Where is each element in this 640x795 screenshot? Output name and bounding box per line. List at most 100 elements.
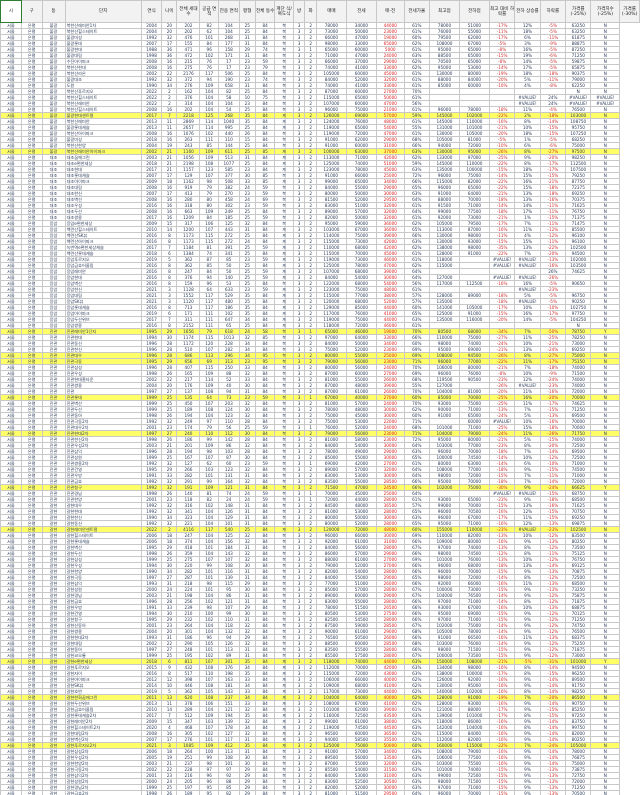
column-header[interactable]: 시 bbox=[0, 0, 22, 23]
table-cell[interactable]: -13% bbox=[539, 790, 567, 795]
table-cell[interactable]: 2 bbox=[304, 790, 317, 795]
column-header[interactable]: 매-전 bbox=[375, 0, 405, 23]
table-cell[interactable]: #VALUE! bbox=[565, 100, 592, 107]
table-cell[interactable]: 서울 bbox=[0, 790, 22, 795]
column-header[interactable]: 화 bbox=[304, 0, 317, 23]
table-cell[interactable]: 9% bbox=[514, 790, 541, 795]
table-cell[interactable]: #VALUE! bbox=[565, 94, 592, 101]
table-cell[interactable]: 189 bbox=[176, 790, 201, 795]
table-row: 서울 은평 갈현 갈현e편한세상 2018 6 811 107 301 35 84 계 3 2 118000… bbox=[0, 658, 640, 665]
table-row: 서울 은평 응암 응암두산위브 2017 7 311 111 647 34 84 계 3 2 119000 7… bbox=[0, 316, 640, 323]
table-row: 서울 은평 갈현 갈현호반 2019 5 362 105 143 33 84 계 3 2 117000 730… bbox=[0, 688, 640, 695]
column-header[interactable]: 전세 bbox=[345, 0, 377, 23]
table-row: 서울 은평 갈현 갈현벽산2차 2007 17 276 101 117 31 84 계 3 2 94000 5… bbox=[0, 736, 640, 743]
table-row: 서울 은평 갈현 갈현금호 1996 28 256 102 121 31 84 복 3 2 83000 550… bbox=[0, 598, 640, 605]
table-cell[interactable]: 84 bbox=[254, 790, 276, 795]
table-cell[interactable]: #VALUE! bbox=[514, 100, 541, 107]
table-cell[interactable]: #VALUE! bbox=[488, 490, 516, 497]
table-cell[interactable]: #VALUE! bbox=[514, 286, 541, 293]
table-cell[interactable]: -15% bbox=[488, 790, 516, 795]
column-header[interactable]: 최고점 bbox=[428, 0, 460, 23]
table-row: 서울 은평 대조 대조현대 2017 21 1157 123 585 23 84 계 3 2 123000 7… bbox=[0, 166, 640, 173]
table-row: 서울 은평 불광 불광롯데 2007 17 155 84 177 31 84 복 3 2 98000 3300… bbox=[0, 40, 640, 47]
table-cell[interactable]: #VALUE! bbox=[514, 262, 541, 269]
column-header[interactable]: 가격률 (-30%) bbox=[619, 0, 640, 23]
table-cell[interactable]: 81000 bbox=[315, 790, 347, 795]
table-row: 서울 은평 대조 대조쌍용 2017 16 1209 84 185 25 59 복 3 2 82000 500… bbox=[0, 214, 640, 221]
table-cell[interactable]: 96000 bbox=[428, 790, 460, 795]
table-row: 서울 은평 응암 응암쌍용 2016 8 2152 111 65 25 84 계 3 2 118000 720… bbox=[0, 322, 640, 329]
column-header[interactable]: 전하 상승률 bbox=[514, 0, 541, 23]
column-header[interactable]: 동 bbox=[41, 0, 66, 23]
table-row: 서울 은평 진관 진관동아 1998 26 194 104 123 32 84 복 3 2 75000 450… bbox=[0, 412, 640, 419]
table-row: 서울 은평 응암 백련산힐스테이트 2010 14 1200 107 443 31 84 계 3 2 103… bbox=[0, 226, 640, 233]
table-row: 서울 은평 진관 진관쌍용 2004 20 176 109 40 30 84 복 3 2 87000 4800… bbox=[0, 382, 640, 389]
table-cell[interactable]: 1998 bbox=[140, 790, 163, 795]
column-header[interactable]: 최고 대비 하락률 bbox=[488, 0, 516, 23]
column-header[interactable]: 하락률 bbox=[539, 0, 567, 23]
table-row: 서울 은평 대조 대조우성 2016 16 318 80 302 23 59 복 3 2 83000 5100… bbox=[0, 202, 640, 209]
table-cell[interactable]: 70500 bbox=[565, 790, 592, 795]
table-row: 서울 은평 갈현 갈현금호2차 1998 26 189 95 82 29 84 복 3 2 81000 515… bbox=[0, 790, 640, 795]
table-cell[interactable]: #VALUE! bbox=[514, 298, 541, 305]
table-cell[interactable]: 3 bbox=[292, 790, 306, 795]
table-cell[interactable]: #VALUE! bbox=[514, 490, 541, 497]
table-row: 서울 은평 갈현 갈현롯데캐슬2차 2017 7 512 109 194 35 84 계 3 2 11600… bbox=[0, 712, 640, 719]
table-cell[interactable]: 26 bbox=[161, 790, 178, 795]
column-header[interactable]: 평형 bbox=[238, 0, 256, 23]
column-header[interactable]: 구 bbox=[20, 0, 43, 23]
table-cell[interactable]: 복 bbox=[274, 790, 294, 795]
table-cell[interactable]: #VALUE! bbox=[488, 418, 516, 425]
table-cell[interactable]: #VALUE! bbox=[514, 256, 541, 263]
table-row: 서울 은평 대조 대조대림 2008 16 919 79 382 24 59 복 3 2 84000 5500… bbox=[0, 184, 640, 191]
table-cell[interactable]: 갈현 bbox=[41, 790, 66, 795]
column-header[interactable]: 단지 bbox=[64, 0, 142, 23]
column-header[interactable]: 연식 bbox=[140, 0, 163, 23]
table-cell[interactable]: 82 bbox=[217, 790, 240, 795]
column-header[interactable]: 전체 동수 bbox=[254, 0, 276, 23]
table-row: 서울 은평 진관 진관현대홈타운 2002 22 217 114 52 33 84 복 3 2 81000 5… bbox=[0, 376, 640, 383]
table-cell[interactable]: #VALUE! bbox=[514, 382, 541, 389]
table-row: 서울 은평 불광 북한산래미안 2022 2 314 104 104 23 84 복 3 2 107000 6… bbox=[0, 100, 640, 107]
table-cell[interactable]: 95 bbox=[199, 790, 219, 795]
table-row: 서울 은평 갈현 갈현경남2차 1999 25 197 95 85 29 84 복 3 2 82000 520… bbox=[0, 784, 640, 791]
table-cell[interactable]: 갈현금호2차 bbox=[64, 790, 142, 795]
table-row: 서울 은평 갈현 갈현대우 1992 32 316 102 148 31 84 복 3 2 84500 480… bbox=[0, 502, 640, 509]
column-header[interactable]: 계단 식/복도식 bbox=[274, 0, 294, 23]
table-cell[interactable]: #VALUE! bbox=[488, 262, 516, 269]
table-row: 서울 은평 응암 응암아이파크 2019 6 171 111 102 35 84 계 3 2 117000 7… bbox=[0, 310, 640, 317]
table-cell[interactable]: 70000 bbox=[458, 790, 490, 795]
table-cell[interactable]: 은평 bbox=[20, 790, 43, 795]
table-cell[interactable]: 64% bbox=[403, 790, 430, 795]
table-cell[interactable]: 51500 bbox=[345, 790, 377, 795]
table-row: 서울 은평 불광 불광현대센트럴 2017 7 2218 125 268 35 84 계 3 2 12600… bbox=[0, 112, 640, 119]
table-cell[interactable]: N bbox=[590, 790, 621, 795]
column-header[interactable]: 공급 면적 bbox=[199, 0, 219, 23]
table-row: 서울 은평 진관 진관우방 1991 33 282 101 131 31 84 복 3 2 83000 530… bbox=[0, 472, 640, 479]
column-header[interactable]: 매매 bbox=[315, 0, 347, 23]
table-row: 서울 은평 응암 응암현대 2016 8 376 94 140 25 59 계 3 2 84000 54000… bbox=[0, 274, 640, 281]
table-cell[interactable]: #VALUE! bbox=[514, 274, 541, 281]
column-header[interactable]: 전용 면적 bbox=[217, 0, 240, 23]
column-header[interactable]: 전체 세대수 bbox=[176, 0, 201, 23]
table-cell[interactable]: #VALUE! bbox=[514, 526, 541, 533]
table-row: 서울 은평 갈현 갈현건영 1994 30 210 100 99 30 84 복 3 2 80500 5300… bbox=[0, 610, 640, 617]
column-header[interactable]: 전하점 bbox=[458, 0, 490, 23]
table-row: 서울 은평 진관 진관벽산 1999 25 450 107 203 32 84 복 3 2 81000 570… bbox=[0, 400, 640, 407]
table-cell[interactable]: #VALUE! bbox=[488, 274, 516, 281]
column-header[interactable]: 가격률 (-25%) bbox=[565, 0, 592, 23]
table-cell[interactable]: #VALUE! bbox=[514, 94, 541, 101]
column-header[interactable]: 방 bbox=[292, 0, 306, 23]
table-row: 서울 은평 불광 북한산래미안아이파크 2002 21 1160 109 611 25 85 계 3 2 1… bbox=[0, 148, 640, 155]
table-row: 서울 은평 갈현 갈현한양 1990 34 282 101 116 31 84 복 3 2 82000 540… bbox=[0, 568, 640, 575]
table-cell[interactable]: 29 bbox=[238, 790, 256, 795]
header-row: 시 구 동 단지 연식 나이 전체 세대수 공급 면적 전용 면적 평형 전체 동수 계단 식/복도식… bbox=[0, 0, 640, 23]
table-row: 서울 은평 진관 진관성원 1999 25 167 107 87 30 84 복 3 2 85000 5500… bbox=[0, 454, 640, 461]
table-cell[interactable]: 29500 bbox=[375, 790, 405, 795]
column-header[interactable]: 전세가율 bbox=[403, 0, 430, 23]
column-header[interactable]: 가격지수 (-25%) bbox=[590, 0, 621, 23]
table-row: 서울 은평 진관 진관두산 1999 25 189 108 124 30 84 복 3 2 78000 480… bbox=[0, 406, 640, 413]
column-header[interactable]: 나이 bbox=[161, 0, 178, 23]
table-cell[interactable]: #VALUE! bbox=[488, 256, 516, 263]
